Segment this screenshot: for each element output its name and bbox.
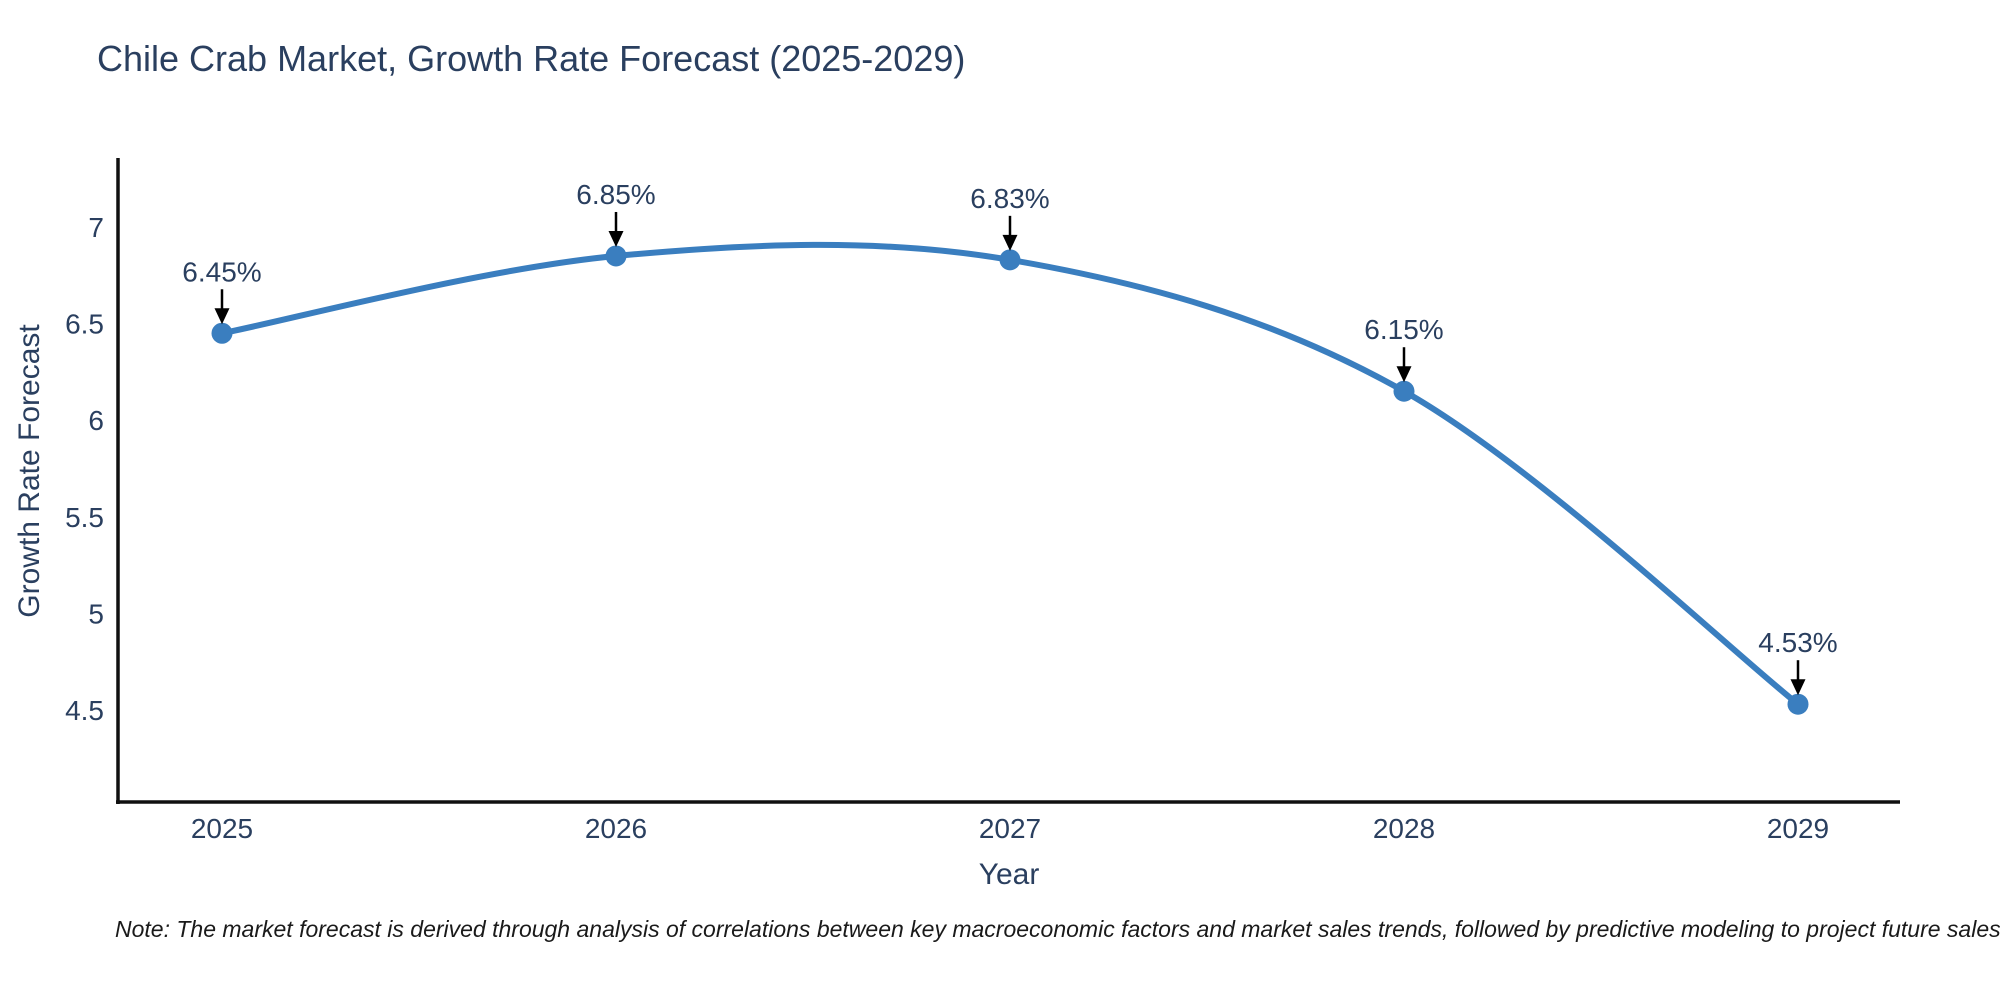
footnote: Note: The market forecast is derived thr…	[115, 916, 2000, 942]
y-tick-label: 6.5	[65, 309, 104, 340]
x-tick-label: 2028	[1373, 813, 1435, 844]
annotation-arrow-head	[1790, 679, 1806, 696]
y-tick-label: 7	[88, 212, 104, 243]
annotation-label: 6.15%	[1364, 314, 1443, 345]
x-tick-label: 2025	[191, 813, 253, 844]
y-tick-label: 6	[88, 405, 104, 436]
x-axis-title: Year	[978, 858, 1040, 891]
annotation-arrow-head	[1396, 366, 1412, 383]
data-point-marker	[999, 249, 1021, 271]
series-line	[219, 241, 1801, 708]
annotation-label: 6.83%	[970, 183, 1049, 214]
annotation-arrow-head	[1002, 234, 1018, 251]
annotation-label: 4.53%	[1758, 627, 1837, 658]
y-tick-label: 4.5	[65, 695, 104, 726]
data-point-marker	[605, 245, 627, 267]
annotation-label: 6.85%	[576, 179, 655, 210]
x-tick-label: 2029	[1767, 813, 1829, 844]
annotation-label: 6.45%	[182, 256, 261, 287]
y-tick-label: 5.5	[65, 502, 104, 533]
data-point-marker	[1787, 693, 1809, 715]
x-tick-label: 2027	[979, 813, 1041, 844]
y-axis-title: Growth Rate Forecast	[13, 324, 46, 618]
annotation-arrow-head	[214, 308, 230, 325]
x-tick-label: 2026	[585, 813, 647, 844]
annotation-arrow-head	[608, 230, 624, 247]
chart-title: Chile Crab Market, Growth Rate Forecast …	[97, 38, 966, 79]
data-point-marker	[211, 322, 233, 344]
data-point-marker	[1393, 380, 1415, 402]
y-tick-label: 5	[88, 598, 104, 629]
